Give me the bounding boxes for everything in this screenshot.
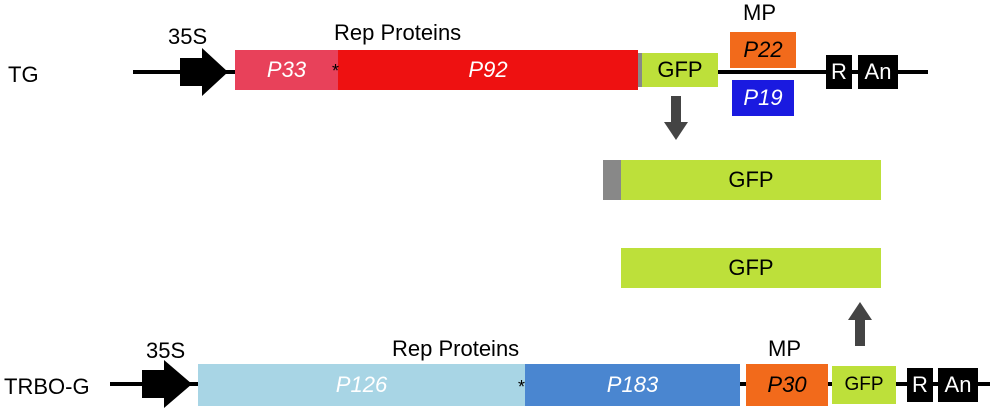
tg-rep-proteins-label: Rep Proteins — [334, 20, 462, 45]
tg-r-box: R — [826, 55, 852, 89]
down-arrow-icon — [664, 96, 688, 140]
trbo-an-box: An — [938, 368, 978, 402]
trbo-gfp-label: GFP — [844, 374, 884, 395]
tg-r-label: R — [831, 59, 847, 84]
tg-promoter-label: 35S — [168, 24, 208, 49]
trbo-gfp-box: GFP — [832, 366, 896, 404]
trbo-p30-box: P30 — [746, 364, 828, 406]
tg-p33-label: P33 — [266, 57, 307, 82]
trbo-r-box: R — [907, 368, 933, 402]
trbo-p126-label: P126 — [335, 372, 388, 397]
gfp-fusion-label: GFP — [728, 167, 774, 192]
gfp-free-box: GFP — [621, 248, 881, 288]
tg-mp-label: MP — [743, 0, 776, 25]
tg-promoter-arrow-icon — [180, 48, 228, 96]
trbo-promoter-label: 35S — [146, 338, 186, 363]
tg-p92-box: P92 — [338, 50, 638, 90]
trbo-p126-box: P126 — [198, 364, 525, 406]
trbo-p183-box: P183 — [525, 364, 740, 406]
trbo-row-label: TRBO-G — [4, 374, 90, 399]
tg-an-label: An — [864, 59, 892, 84]
trbo-r-label: R — [912, 372, 928, 397]
gfp-free-label: GFP — [728, 255, 774, 280]
trbo-p183-label: P183 — [606, 372, 659, 397]
trbo-mp-label: MP — [768, 336, 801, 361]
tg-grey-tag — [638, 53, 642, 87]
trbo-stop-codon-marker: * — [518, 377, 526, 397]
tg-gfp-label: GFP — [657, 57, 703, 82]
trbo-rep-proteins-label: Rep Proteins — [392, 336, 520, 361]
gfp-fusion-box: GFP — [621, 160, 881, 200]
trbo-p30-label: P30 — [767, 372, 807, 397]
tg-gfp-box: GFP — [642, 53, 718, 87]
tg-p22-box: P22 — [730, 32, 796, 68]
tg-an-box: An — [858, 55, 898, 89]
up-arrow-icon — [848, 302, 872, 346]
trbo-an-label: An — [944, 372, 972, 397]
tg-row-label: TG — [8, 62, 39, 87]
gfp-fusion-grey-tag — [603, 160, 621, 200]
tg-p92-label: P92 — [468, 57, 508, 82]
tg-p22-label: P22 — [743, 37, 783, 62]
tg-p19-box: P19 — [732, 80, 794, 116]
trbo-promoter-arrow-icon — [142, 360, 192, 408]
tg-p33-box: P33 — [235, 50, 338, 90]
tg-p19-label: P19 — [743, 85, 783, 110]
tg-stop-codon-marker: * — [332, 61, 340, 81]
